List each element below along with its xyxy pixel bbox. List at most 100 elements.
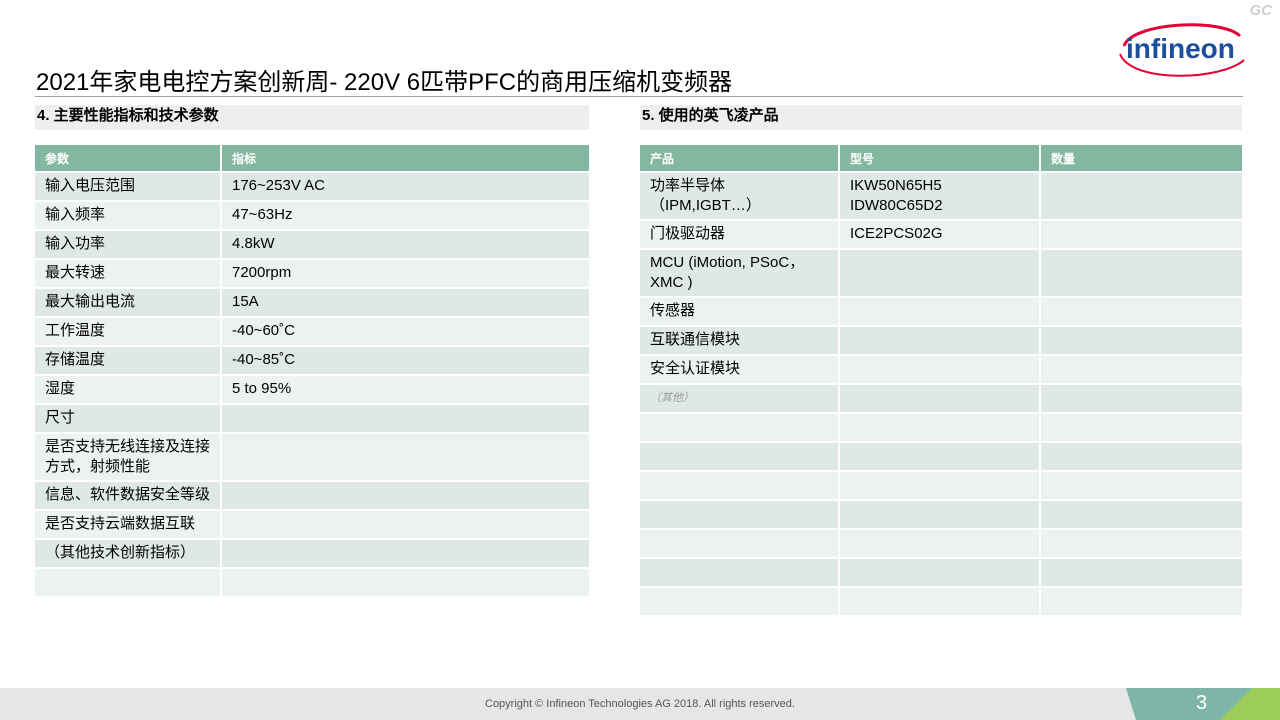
cell [840, 588, 1041, 615]
cell [840, 414, 1041, 441]
page-number: 3 [1196, 692, 1208, 714]
column-header: 数量 [1041, 145, 1242, 171]
cell: 互联通信模块 [640, 327, 840, 354]
cell [1041, 443, 1242, 470]
table-row: （其他） [640, 385, 1242, 412]
column-header: 型号 [840, 145, 1041, 171]
copyright: Copyright © Infineon Technologies AG 201… [485, 698, 795, 710]
column-header: 产品 [640, 145, 840, 171]
cell: 5 to 95% [222, 376, 589, 403]
cell: 输入电压范围 [35, 173, 222, 200]
table-row: 工作温度 -40~60˚C [35, 318, 589, 345]
cell [1041, 173, 1242, 219]
cell [1041, 385, 1242, 412]
cell: MCU (iMotion, PSoC， XMC ) [640, 250, 840, 296]
cell: 传感器 [640, 298, 840, 325]
cell: IKW50N65H5 IDW80C65D2 [840, 173, 1041, 219]
table-row: 输入电压范围 176~253V AC [35, 173, 589, 200]
table-row: 传感器 [640, 298, 1242, 325]
cell [222, 569, 589, 596]
product-table: 产品 型号 数量 功率半导体 （IPM,IGBT…） IKW50N65H5 IDW80… [640, 143, 1242, 617]
cell: -40~85˚C [222, 347, 589, 374]
cell [640, 588, 840, 615]
table-row: 输入频率 47~63Hz [35, 202, 589, 229]
cell: 最大输出电流 [35, 289, 222, 316]
cell: 15A [222, 289, 589, 316]
table-row: 最大输出电流 15A [35, 289, 589, 316]
cell [1041, 530, 1242, 557]
title-rule [35, 96, 1243, 97]
cell: 7200rpm [222, 260, 589, 287]
cell [1041, 327, 1242, 354]
empty-row [35, 569, 589, 596]
cell: 输入功率 [35, 231, 222, 258]
cell: 输入频率 [35, 202, 222, 229]
table-row: 湿度 5 to 95% [35, 376, 589, 403]
empty-row [640, 414, 1242, 441]
cell: 4.8kW [222, 231, 589, 258]
cell [840, 530, 1041, 557]
cell: 尺寸 [35, 405, 222, 432]
cell [1041, 250, 1242, 296]
cell [1041, 559, 1242, 586]
cell [840, 327, 1041, 354]
cell [222, 511, 589, 538]
cell [1041, 588, 1242, 615]
logo: infineon [1119, 23, 1245, 77]
header-row: 参数 指标 [35, 145, 589, 171]
cell: （其他技术创新指标） [35, 540, 222, 567]
cell [640, 501, 840, 528]
cell [35, 569, 222, 596]
cell [840, 385, 1041, 412]
empty-row [640, 559, 1242, 586]
cell [840, 250, 1041, 296]
slide-title: 2021年家电电控方案创新周- 220V 6匹带PFC的商用压缩机变频器 [36, 69, 733, 96]
table-row: 最大转速 7200rpm [35, 260, 589, 287]
cell: 工作温度 [35, 318, 222, 345]
table-row: 信息、软件数据安全等级 [35, 482, 589, 509]
table-row: （其他技术创新指标） [35, 540, 589, 567]
cell: -40~60˚C [222, 318, 589, 345]
cell [840, 472, 1041, 499]
cell: ICE2PCS02G [840, 221, 1041, 248]
empty-row [640, 472, 1242, 499]
cell [222, 434, 589, 480]
logo-text: infineon [1126, 33, 1235, 64]
table-row: 存储温度 -40~85˚C [35, 347, 589, 374]
table-row: 尺寸 [35, 405, 589, 432]
cell: 安全认证模块 [640, 356, 840, 383]
cell [1041, 501, 1242, 528]
cell [640, 559, 840, 586]
cell: 是否支持无线连接及连接方式，射频性能 [35, 434, 222, 480]
cell [222, 482, 589, 509]
section-heading: 5. 使用的英飞凌产品 [640, 105, 1242, 130]
table-row: 输入功率 4.8kW [35, 231, 589, 258]
footer-bar [0, 688, 1280, 720]
cell [1041, 472, 1242, 499]
cell [640, 414, 840, 441]
cell [640, 443, 840, 470]
table-row: 是否支持云端数据互联 [35, 511, 589, 538]
spec-table: 参数 指标 输入电压范围 176~253V AC 输入频率 47~63Hz 输入功率 4.8… [35, 143, 589, 598]
cell: 是否支持云端数据互联 [35, 511, 222, 538]
empty-row [640, 588, 1242, 615]
footer-decor [1126, 688, 1280, 720]
cell [640, 472, 840, 499]
table-row: 互联通信模块 [640, 327, 1242, 354]
cell [840, 443, 1041, 470]
table-row: 门极驱动器 ICE2PCS02G [640, 221, 1242, 248]
cell: 176~253V AC [222, 173, 589, 200]
empty-row [640, 501, 1242, 528]
cell [840, 356, 1041, 383]
cell: 信息、软件数据安全等级 [35, 482, 222, 509]
cell [640, 530, 840, 557]
table-row: 是否支持无线连接及连接方式，射频性能 [35, 434, 589, 480]
cell: 湿度 [35, 376, 222, 403]
cell: 47~63Hz [222, 202, 589, 229]
table-row: 安全认证模块 [640, 356, 1242, 383]
cell [222, 405, 589, 432]
cell: （其他） [640, 385, 840, 412]
empty-row [640, 443, 1242, 470]
